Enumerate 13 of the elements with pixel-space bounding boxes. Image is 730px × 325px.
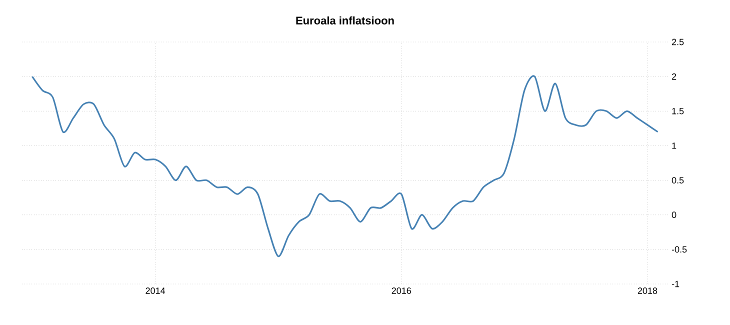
- x-tick-label: 2014: [146, 288, 166, 294]
- y-tick-label: 2.5: [672, 38, 684, 46]
- y-tick-label: 1.5: [672, 108, 684, 114]
- y-tick-label: 1: [672, 142, 676, 149]
- x-tick-label: 2016: [392, 288, 412, 294]
- y-tick-label: 2: [672, 73, 676, 80]
- y-tick-label: -0.5: [672, 246, 687, 253]
- y-tick-label: -1: [672, 280, 680, 288]
- chart-title: Euroala inflatsioon: [296, 16, 394, 24]
- y-tick-label: 0.5: [672, 177, 684, 184]
- x-tick-label: 2018: [638, 288, 658, 294]
- y-tick-label: 0: [672, 212, 676, 218]
- line-series: [31, 76, 659, 258]
